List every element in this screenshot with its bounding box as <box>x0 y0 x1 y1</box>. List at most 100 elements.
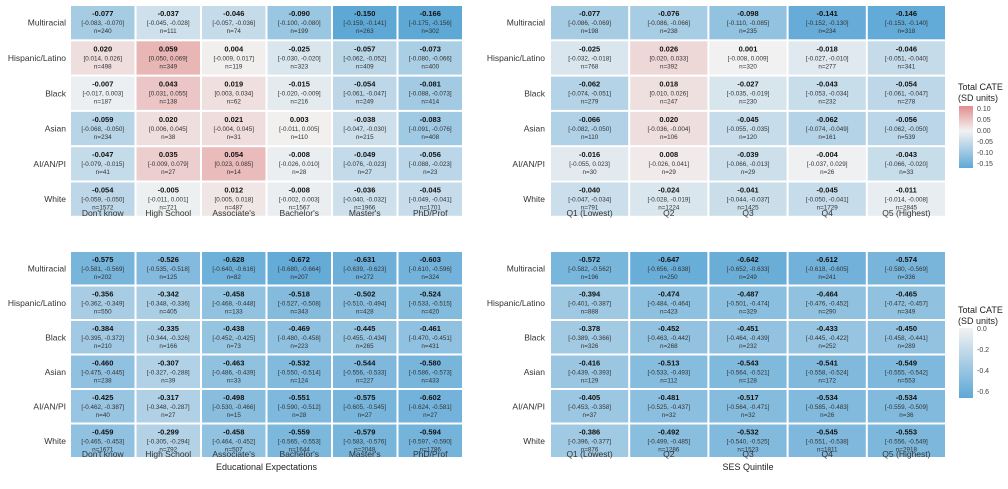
cell-ci: [-0.463, -0.442] <box>647 335 690 342</box>
cell-n: n=2845 <box>896 205 918 212</box>
cell-ci: [-0.453, -0.358] <box>568 404 611 411</box>
cell-estimate: 0.001 <box>739 44 758 53</box>
heatmap-cell <box>202 6 266 40</box>
cell-n: n=27 <box>423 412 438 419</box>
cell-n: n=73 <box>227 343 242 350</box>
column-label: High School <box>145 208 191 218</box>
cell-n: n=232 <box>818 99 836 106</box>
cell-estimate: -0.580 <box>420 359 441 368</box>
cell-ci: [-0.051, -0.040] <box>885 55 928 62</box>
cell-ci: [-0.582, -0.562] <box>568 266 611 273</box>
heatmap-cell <box>551 321 629 354</box>
heatmap-cell <box>709 390 787 423</box>
cell-ci: [-0.680, -0.664] <box>278 266 321 273</box>
cell-n: n=14 <box>227 169 242 176</box>
heatmap-cell <box>136 182 200 216</box>
cell-estimate: -0.543 <box>737 359 758 368</box>
cell-ci: [-0.624, -0.581] <box>409 404 452 411</box>
heatmap-cell <box>136 321 200 354</box>
heatmap-cell <box>788 147 866 181</box>
heatmap-cell <box>136 424 200 457</box>
cell-n: n=326 <box>581 343 599 350</box>
cell-estimate: -0.642 <box>737 255 758 264</box>
heatmap-cell <box>630 41 708 75</box>
heatmap-cell <box>867 147 945 181</box>
heatmap-cell <box>71 147 135 181</box>
heatmap-cell <box>333 147 397 181</box>
cell-n: n=302 <box>421 28 439 35</box>
cell-n: n=289 <box>898 343 916 350</box>
cell-estimate: -0.458 <box>223 428 244 437</box>
column-label: Q1 (Lowest) <box>566 449 612 459</box>
cell-ci: [-0.656, -0.638] <box>647 266 690 273</box>
cell-ci: [0.003, 0.034] <box>214 91 253 98</box>
cell-n: n=252 <box>818 343 836 350</box>
cell-n: n=1572 <box>92 205 114 212</box>
cell-ci: [-0.159, -0.141] <box>343 20 386 27</box>
cell-estimate: -0.054 <box>354 80 376 89</box>
cell-ci: [-0.057, -0.036] <box>212 20 255 27</box>
heatmap-cell <box>788 424 866 457</box>
cell-n: n=110 <box>581 134 599 141</box>
cell-estimate: -0.166 <box>420 9 441 18</box>
cell-n: n=498 <box>94 63 112 70</box>
cell-ci: [-0.348, -0.336] <box>147 301 190 308</box>
cell-estimate: -0.553 <box>896 428 917 437</box>
cell-n: n=223 <box>290 343 308 350</box>
heatmap-cell <box>71 182 135 216</box>
cell-estimate: -0.054 <box>92 186 114 195</box>
cell-n: n=553 <box>898 378 916 385</box>
row-label: Hispanic/Latino <box>8 298 66 308</box>
heatmap-cell <box>333 424 397 457</box>
heatmap-cell <box>788 390 866 423</box>
cell-n: n=431 <box>421 343 439 350</box>
heatmap-cell <box>867 286 945 319</box>
cell-n: n=36 <box>899 412 914 419</box>
cell-n: n=62 <box>227 99 242 106</box>
cell-n: n=278 <box>898 99 916 106</box>
heatmap-cell <box>136 390 200 423</box>
cell-n: n=31 <box>227 134 242 141</box>
cell-estimate: 0.026 <box>659 44 678 53</box>
row-label: AI/AN/PI <box>33 401 66 411</box>
heatmap-cell <box>267 182 331 216</box>
cell-ci: [-0.175, -0.156] <box>409 20 452 27</box>
cell-n: n=539 <box>898 134 916 141</box>
heatmap-cell <box>709 286 787 319</box>
cell-n: n=187 <box>94 99 112 106</box>
cell-estimate: -0.416 <box>579 359 600 368</box>
heatmap-cell <box>267 321 331 354</box>
legend-top-tick: 0.10 <box>977 106 991 113</box>
cell-estimate: -0.008 <box>289 150 310 159</box>
cell-ci: [-0.580, -0.569] <box>885 266 928 273</box>
cell-ci: [-0.470, -0.451] <box>409 335 452 342</box>
cell-n: n=202 <box>94 274 112 281</box>
cell-estimate: -0.469 <box>289 324 310 333</box>
cell-ci: [-0.008, 0.009] <box>728 55 769 62</box>
heatmap-cell <box>630 252 708 285</box>
heatmap-cell <box>551 286 629 319</box>
cell-estimate: -0.574 <box>896 255 918 264</box>
cell-estimate: -0.039 <box>737 150 758 159</box>
heatmap-cell <box>398 252 462 285</box>
heatmap-cell <box>398 6 462 40</box>
cell-estimate: -0.532 <box>289 359 310 368</box>
heatmap-cell <box>398 41 462 75</box>
cell-ci: [-0.486, -0.439] <box>212 370 255 377</box>
cell-estimate: -0.150 <box>354 9 375 18</box>
column-label: Master's <box>349 208 381 218</box>
cell-estimate: -0.672 <box>289 255 310 264</box>
cell-n: n=119 <box>225 63 243 70</box>
cell-n: n=124 <box>290 378 308 385</box>
heatmap-cell <box>202 111 266 146</box>
cell-estimate: -0.459 <box>92 428 113 437</box>
cell-ci: [-0.091, -0.076] <box>409 126 452 133</box>
cell-ci: [-0.618, -0.605] <box>806 266 849 273</box>
heatmap-panel: Multiracial -0.077 [-0.086, -0.069]n=198 -0… <box>487 6 945 218</box>
cell-estimate: -0.405 <box>579 393 600 402</box>
cell-n: n=26 <box>820 412 835 419</box>
cell-ci: [-0.533, -0.515] <box>409 301 452 308</box>
cell-estimate: -0.037 <box>158 9 179 18</box>
cell-n: n=433 <box>421 378 439 385</box>
cell-n: n=1567 <box>289 205 311 212</box>
